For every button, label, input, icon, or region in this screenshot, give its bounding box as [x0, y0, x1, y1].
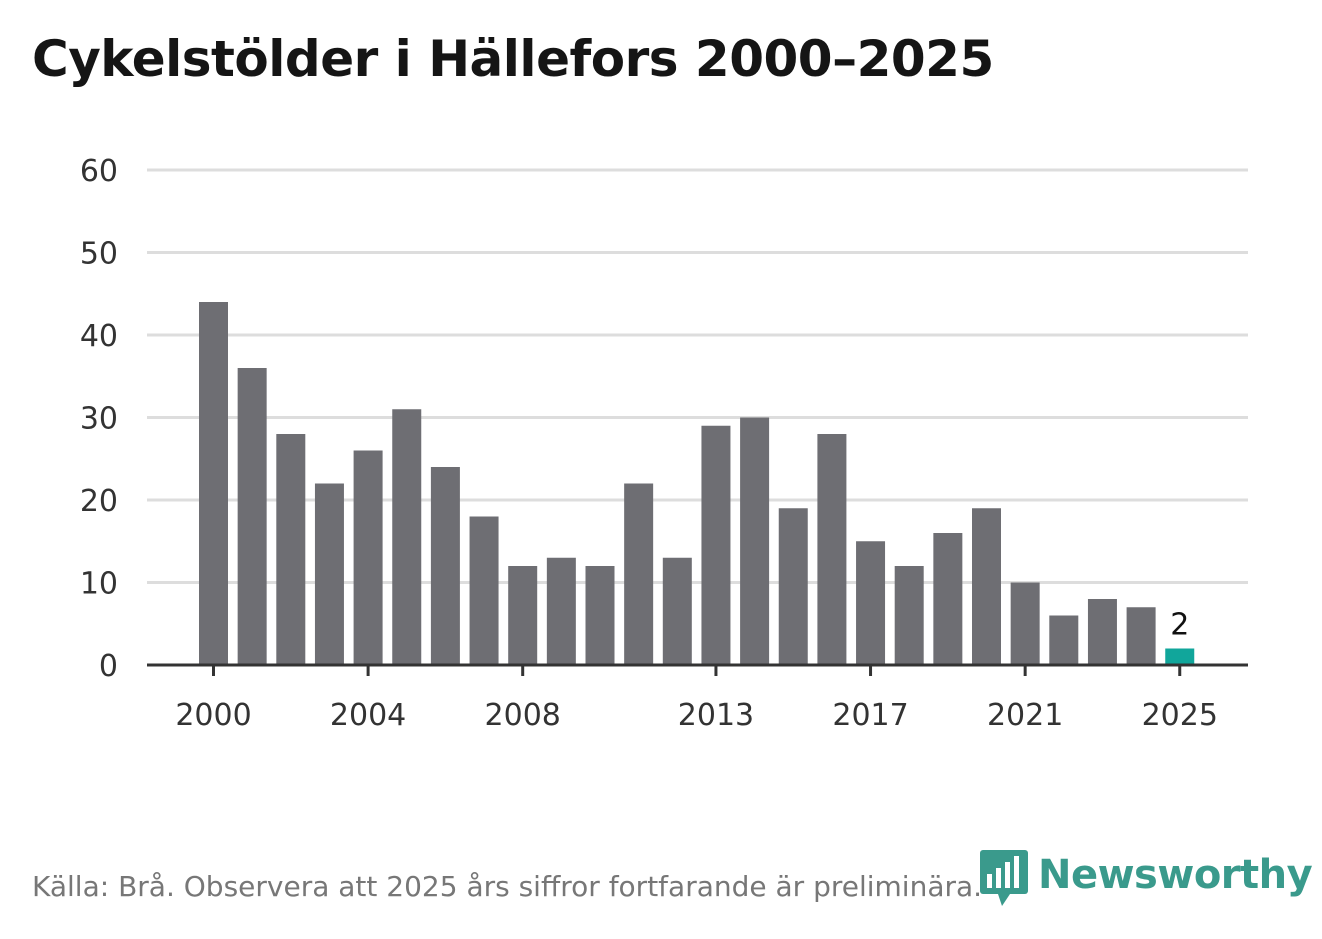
x-axis-ticks: 2000 2004 2008 2013 2017 2021 2025: [175, 665, 1218, 733]
bar-2017: [856, 541, 886, 665]
logo-text: Newsworthy: [1038, 852, 1313, 898]
bar-2009: [546, 557, 576, 665]
bar-2025: [1165, 648, 1195, 665]
bar-2018: [894, 566, 924, 665]
bar-2012: [662, 557, 692, 665]
bar-2021: [1010, 582, 1040, 665]
bar-2013: [701, 425, 731, 665]
bar-2016: [817, 434, 847, 665]
source-note: Källa: Brå. Observera att 2025 års siffr…: [32, 870, 983, 903]
x-tick-label: 2000: [175, 698, 251, 733]
bar-2003: [314, 483, 344, 665]
y-tick-label: 60: [80, 154, 118, 189]
bar-2022: [1049, 615, 1079, 665]
bar-2011: [624, 483, 654, 665]
bar-2007: [469, 516, 499, 665]
newsworthy-logo: Newsworthy: [980, 850, 1313, 908]
x-tick-label: 2004: [330, 698, 406, 733]
y-tick-label: 30: [80, 402, 118, 437]
x-tick-label: 2017: [832, 698, 908, 733]
bar-2000: [199, 302, 228, 665]
chart-title: Cykelstölder i Hällefors 2000–2025: [32, 30, 994, 88]
y-tick-label: 10: [80, 567, 118, 602]
data-labels: 2: [1170, 608, 1189, 643]
x-tick-label: 2008: [485, 698, 561, 733]
y-tick-label: 0: [99, 649, 118, 684]
bar-2019: [933, 533, 963, 665]
bar-2015: [778, 508, 808, 665]
bar-2006: [430, 467, 460, 665]
bar-2005: [392, 409, 422, 665]
x-tick-label: 2013: [678, 698, 754, 733]
bar-2024: [1126, 607, 1156, 665]
bar-2001: [237, 368, 267, 665]
bar-2010: [585, 566, 615, 665]
bar-2004: [353, 450, 383, 665]
x-tick-label: 2021: [987, 698, 1063, 733]
bar-2020: [972, 508, 1001, 665]
y-tick-label: 50: [80, 237, 118, 272]
y-tick-label: 40: [80, 319, 118, 354]
data-label: 2: [1170, 608, 1189, 643]
x-tick-label: 2025: [1142, 698, 1218, 733]
bar-2002: [276, 434, 306, 665]
bar-2014: [740, 417, 770, 665]
y-tick-label: 20: [80, 484, 118, 519]
bar-2023: [1087, 599, 1117, 665]
y-axis-ticks: 0 10 20 30 40 50 60: [80, 154, 118, 684]
bar-chart: 0 10 20 30 40 50 60 2 2000 2004 2008 2013 2017 2021…: [80, 154, 1248, 733]
newsworthy-logo-icon: [980, 850, 1028, 906]
bars: [199, 302, 1195, 665]
gridlines: [147, 168, 1248, 584]
bar-2008: [508, 566, 538, 665]
